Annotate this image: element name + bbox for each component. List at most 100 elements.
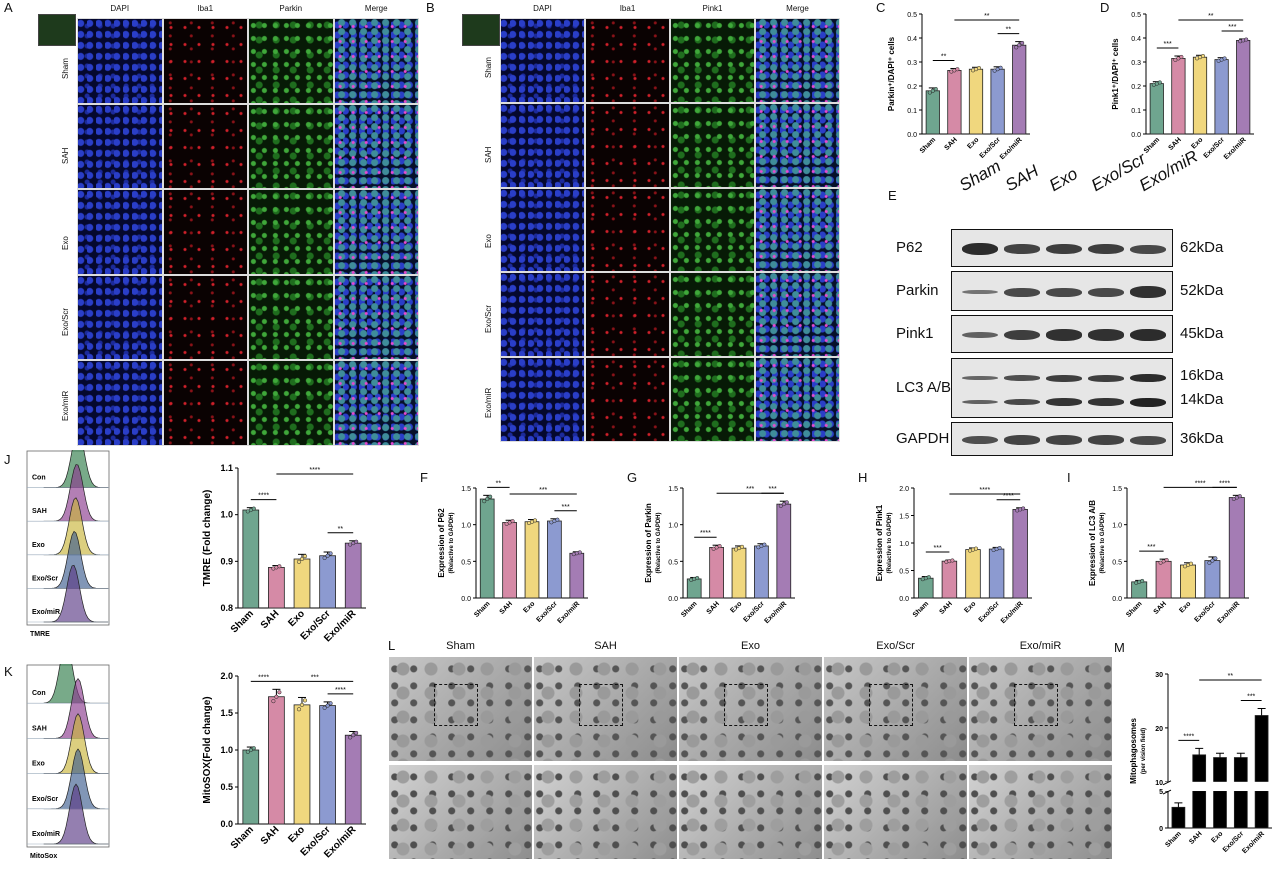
significance-label: ** — [941, 53, 947, 60]
data-point — [354, 539, 359, 544]
brain-thumbnail-b — [462, 14, 500, 46]
blot-kda-label: 14kDa — [1180, 391, 1224, 409]
grid-b-micrograph — [585, 18, 670, 103]
significance-label: ** — [1228, 673, 1234, 680]
grid-b-row-label: Exo/Scr — [484, 304, 493, 333]
x-tick-label: Exo — [1178, 600, 1192, 614]
x-tick-label: Exo — [286, 824, 307, 845]
significance-label: *** — [1228, 24, 1236, 31]
em-overview-image — [678, 656, 823, 762]
y-tick-label: 0.3 — [907, 60, 917, 67]
bar — [502, 522, 517, 599]
data-point — [695, 576, 700, 581]
blot-band — [1004, 287, 1040, 297]
em-group-label: Exo/Scr — [876, 640, 915, 652]
flow-lane-label: Con — [32, 475, 46, 482]
data-point — [739, 544, 745, 549]
data-point — [328, 701, 333, 706]
bar — [990, 68, 1005, 135]
y-tick-label: 0.2 — [1131, 84, 1141, 91]
y-tick-label: 0.8 — [220, 603, 233, 613]
significance-label: *** — [562, 504, 570, 511]
blot-band — [1088, 374, 1124, 382]
em-zoom-box — [579, 684, 624, 726]
bar-chart-c: 0.0 0.1 0.2 0.3 0.4 0.5 Parkin⁺/DAPI⁺ cells Sha… — [887, 12, 1030, 161]
grid-b-col-header: DAPI — [533, 4, 552, 13]
data-point — [1157, 80, 1162, 85]
grid-b-micrograph — [670, 187, 755, 273]
y-tick-label: 0.0 — [899, 596, 909, 603]
blot-kda-label: 36kDa — [1180, 430, 1224, 447]
grid-b-micrograph — [755, 357, 840, 442]
y-axis-label: Expression of Pink1 — [875, 504, 884, 581]
data-point — [1207, 560, 1212, 565]
data-point — [781, 502, 786, 507]
grid-b-row-label: SAH — [484, 146, 493, 164]
x-tick-label: Exo — [286, 608, 307, 629]
data-point — [762, 542, 767, 547]
bar — [344, 542, 362, 609]
flow-lane-label: Exo/Scr — [32, 575, 58, 582]
grid-b-micrograph — [755, 187, 840, 273]
grid-b-micrograph — [670, 272, 755, 358]
significance-label: *** — [769, 486, 777, 493]
grid-b-col-header: Merge — [786, 4, 809, 13]
data-point — [927, 90, 932, 95]
data-point — [354, 730, 359, 736]
significance-label: **** — [979, 487, 990, 494]
grid-a-micrograph — [333, 18, 419, 104]
em-group-label: Sham — [446, 640, 475, 652]
em-zoom-image — [823, 764, 968, 860]
flow-histogram-tmre: Con SAH Exo Exo/Scr Exo/miR TMRE — [26, 450, 110, 638]
bar — [965, 549, 981, 599]
bar — [1233, 757, 1248, 829]
panel-letter-l: L — [388, 638, 396, 653]
y-axis-label: MitoSOX(Fold change) — [202, 696, 213, 803]
bar — [569, 552, 585, 599]
data-point — [299, 556, 305, 562]
blot-protein-label: Pink1 — [896, 325, 934, 342]
y-tick-label: 1.0 — [461, 523, 471, 530]
y-axis-sublabel: (per vision field) — [1141, 728, 1147, 774]
grid-a-row-label: Exo — [61, 236, 70, 250]
x-tick-label: Exo/miR — [999, 136, 1024, 161]
y-tick-label: 0.9 — [220, 556, 233, 566]
data-point — [1244, 37, 1249, 42]
bar — [1131, 581, 1148, 599]
data-point — [926, 575, 931, 580]
x-tick-label: Sham — [473, 600, 491, 618]
grid-a-micrograph — [77, 18, 163, 104]
y-tick-label: 0.5 — [668, 559, 678, 566]
y-tick-label: 2.0 — [899, 486, 909, 493]
data-point — [930, 88, 935, 93]
bar — [242, 749, 260, 825]
significance-label: **** — [258, 493, 269, 500]
x-tick-label: Exo/miR — [1223, 136, 1248, 161]
grid-a-row-label: Exo/miR — [61, 390, 70, 422]
data-point — [1237, 494, 1242, 499]
significance-label: **** — [335, 687, 346, 694]
bar — [918, 577, 934, 599]
grid-b-col-header: Pink1 — [702, 4, 723, 13]
blot-band — [962, 400, 998, 405]
data-point — [325, 553, 330, 558]
y-tick-label: 1.5 — [668, 486, 678, 493]
y-tick-label: 0.0 — [461, 596, 471, 603]
em-overview-image — [968, 656, 1113, 762]
grid-b-micrograph — [500, 18, 585, 103]
blot-band — [1088, 287, 1124, 297]
x-tick-label: SAH — [1153, 600, 1168, 615]
y-axis-label: Expression of Parkin — [644, 503, 653, 583]
blot-strip — [951, 229, 1173, 267]
bar — [1236, 40, 1251, 135]
blot-strip — [951, 422, 1173, 456]
x-tick-label: Sham — [912, 600, 930, 618]
x-tick-label: Exo/Scr — [978, 600, 1002, 624]
data-point — [296, 707, 302, 712]
y-tick-label: 0.4 — [907, 36, 917, 43]
grid-b-micrograph — [755, 18, 840, 103]
x-tick-label: SAH — [943, 136, 958, 151]
data-point — [485, 496, 490, 502]
grid-a-col-header: Merge — [364, 4, 388, 13]
